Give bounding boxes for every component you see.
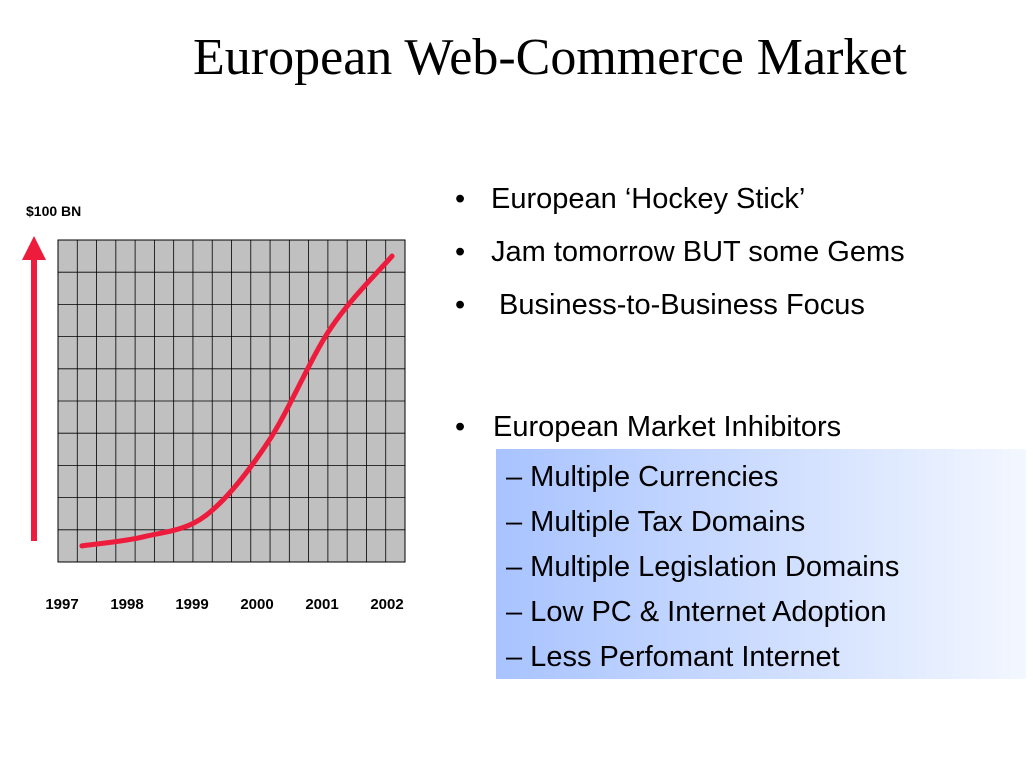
key-point-text: Business-to-Business Focus [491,289,865,321]
x-tick-label-1997: 1997 [45,596,78,613]
data-point-1999 [203,512,209,518]
inhibitors-heading-list: • European Market Inhibitors [455,410,841,444]
key-point-hockey-stick: • European ‘Hockey Stick’ [455,182,905,216]
bullet-marker: • [455,411,466,443]
slide-title: European Web-Commerce Market [193,29,907,86]
x-tick-label-1998: 1998 [110,596,143,613]
x-tick-label-2000: 2000 [240,596,273,613]
inhibitors-highlight-box [496,449,1026,679]
key-point-b2b-focus: • Business-to-Business Focus [455,288,905,322]
inhibitors-heading-text: European Market Inhibitors [493,411,842,443]
inhibitor-item: – Low PC & Internet Adoption [506,596,887,628]
data-point-2002 [389,253,395,259]
inhibitor-item: – Multiple Tax Domains [506,506,806,538]
inhibitor-item: – Multiple Legislation Domains [506,551,900,583]
key-point-jam-tomorrow: • Jam tomorrow BUT some Gems [455,235,905,269]
inhibitor-item: – Less Perfomant Internet [506,641,840,673]
bullet-marker: • [455,183,466,215]
inhibitor-item: – Multiple Currencies [506,461,779,493]
x-tick-label-1999: 1999 [175,596,208,613]
data-point-2000 [265,439,271,445]
data-point-1998 [141,534,147,540]
bullet-marker: • [455,236,466,268]
bullet-marker: • [455,289,466,321]
key-point-text: Jam tomorrow BUT some Gems [491,236,905,268]
x-tick-label-2001: 2001 [305,596,338,613]
y-axis-unit-label: $100 BN [26,203,82,219]
data-point-1997 [79,543,85,549]
data-point-2001 [327,326,333,332]
key-points-list: • European ‘Hockey Stick’ • Jam tomorrow B… [455,182,905,341]
key-point-text: European ‘Hockey Stick’ [491,183,806,215]
plot-grid [58,240,405,562]
inhibitors-heading: • European Market Inhibitors [455,410,841,444]
inhibitors-list: – Multiple Currencies – Multiple Tax Dom… [506,455,899,680]
x-tick-label-2002: 2002 [370,596,403,613]
